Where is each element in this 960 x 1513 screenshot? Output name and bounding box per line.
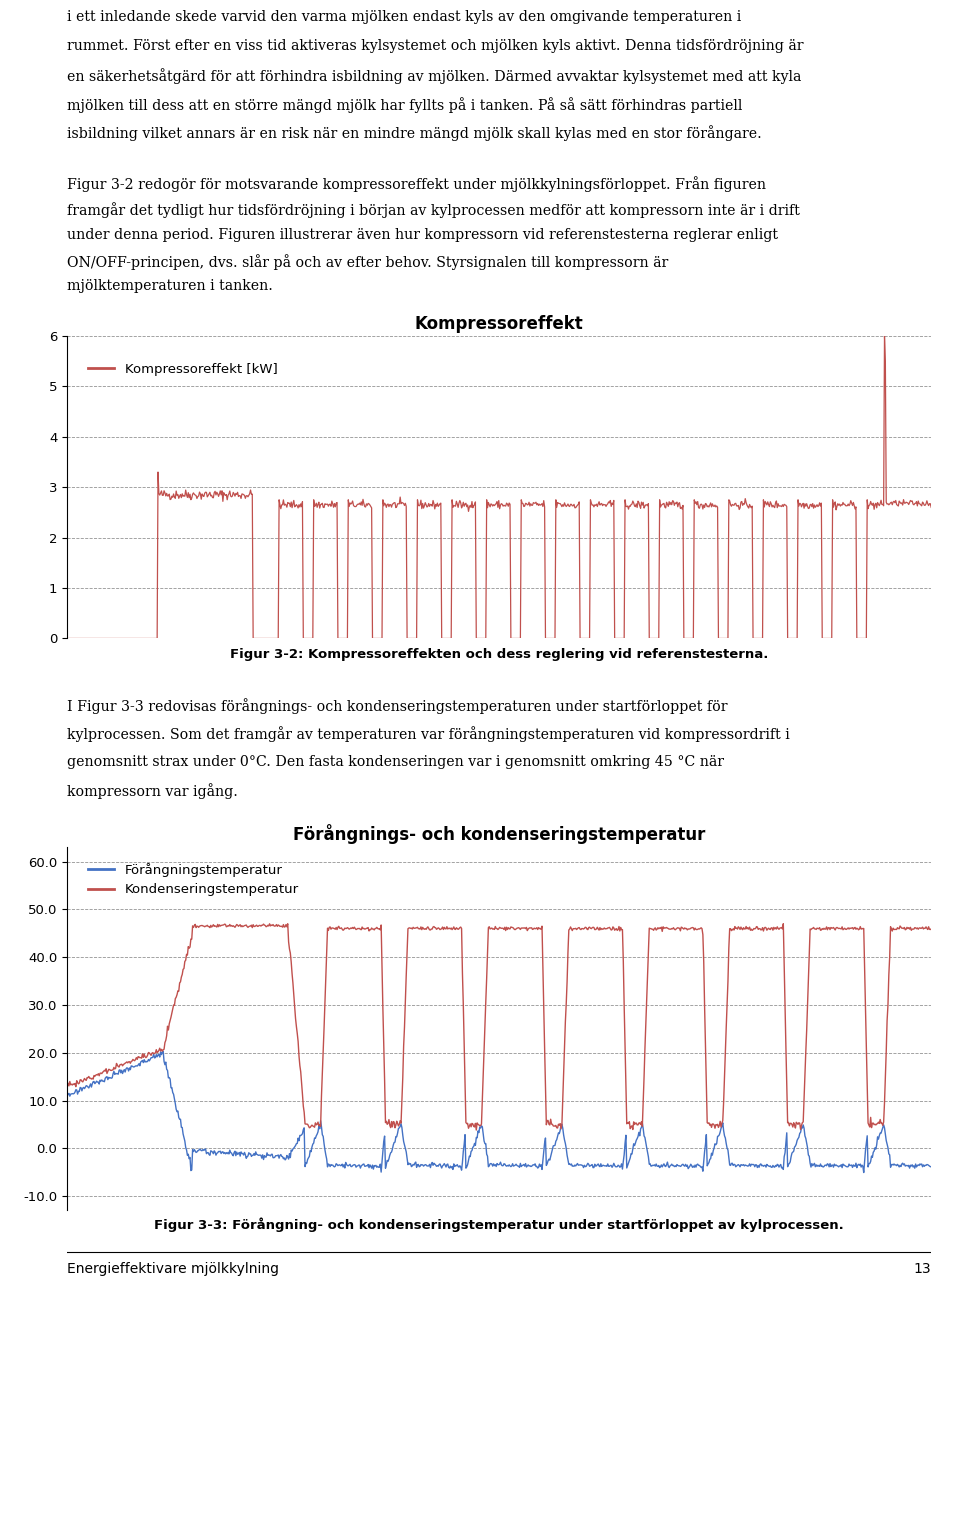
Text: kylprocessen. Som det framgår av temperaturen var förångningstemperaturen vid ko: kylprocessen. Som det framgår av tempera… [67,726,790,743]
Title: Kompressoreffekt: Kompressoreffekt [415,315,584,333]
Text: Figur 3-2: Kompressoreffekten och dess reglering vid referenstesterna.: Figur 3-2: Kompressoreffekten och dess r… [230,648,768,661]
Text: mjölken till dess att en större mängd mjölk har fyllts på i tanken. På så sätt f: mjölken till dess att en större mängd mj… [67,97,743,112]
Text: i ett inledande skede varvid den varma mjölken endast kyls av den omgivande temp: i ett inledande skede varvid den varma m… [67,11,741,24]
Text: I Figur 3-3 redovisas förångnings- och kondenseringstemperaturen under startförl: I Figur 3-3 redovisas förångnings- och k… [67,697,728,714]
Text: rummet. Först efter en viss tid aktiveras kylsystemet och mjölken kyls aktivt. D: rummet. Först efter en viss tid aktivera… [67,39,804,53]
Text: Figur 3-2 redogör för motsvarande kompressoreffekt under mjölkkylningsförloppet.: Figur 3-2 redogör för motsvarande kompre… [67,177,766,192]
Text: kompressorn var igång.: kompressorn var igång. [67,784,238,799]
Text: 13: 13 [914,1262,931,1277]
Text: under denna period. Figuren illustrerar även hur kompressorn vid referenstestern: under denna period. Figuren illustrerar … [67,228,779,242]
Text: mjölktemperaturen i tanken.: mjölktemperaturen i tanken. [67,280,273,294]
Legend: Förångningstemperatur, Kondenseringstemperatur: Förångningstemperatur, Kondenseringstemp… [83,858,304,902]
Text: Figur 3-3: Förångning- och kondenseringstemperatur under startförloppet av kylpr: Figur 3-3: Förångning- och kondenserings… [155,1216,844,1232]
Text: en säkerhetsåtgärd för att förhindra isbildning av mjölken. Därmed avvaktar kyls: en säkerhetsåtgärd för att förhindra isb… [67,68,802,83]
Title: Förångnings- och kondenseringstemperatur: Förångnings- och kondenseringstemperatur [293,825,706,844]
Text: framgår det tydligt hur tidsfördröjning i början av kylprocessen medför att komp: framgår det tydligt hur tidsfördröjning … [67,203,800,218]
Text: Energieffektivare mjölkkylning: Energieffektivare mjölkkylning [67,1262,279,1277]
Text: genomsnitt strax under 0°C. Den fasta kondenseringen var i genomsnitt omkring 45: genomsnitt strax under 0°C. Den fasta ko… [67,755,724,769]
Text: ON/OFF-principen, dvs. slår på och av efter behov. Styrsignalen till kompressorn: ON/OFF-principen, dvs. slår på och av ef… [67,254,668,269]
Text: isbildning vilket annars är en risk när en mindre mängd mjölk skall kylas med en: isbildning vilket annars är en risk när … [67,126,762,141]
Legend: Kompressoreffekt [kW]: Kompressoreffekt [kW] [83,357,282,381]
